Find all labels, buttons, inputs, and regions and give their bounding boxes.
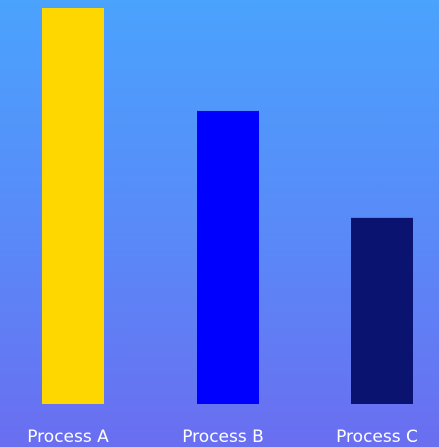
- category-label-process-c: Process C: [336, 427, 418, 447]
- bar-process-a: [42, 8, 104, 404]
- bar-process-b: [197, 110, 259, 405]
- category-label-process-a: Process A: [27, 427, 109, 447]
- category-label-process-b: Process B: [182, 427, 264, 447]
- category-labels-group: Process A Process B Process C: [27, 427, 418, 447]
- bar-process-c: [351, 217, 413, 404]
- bars-group: [42, 8, 413, 405]
